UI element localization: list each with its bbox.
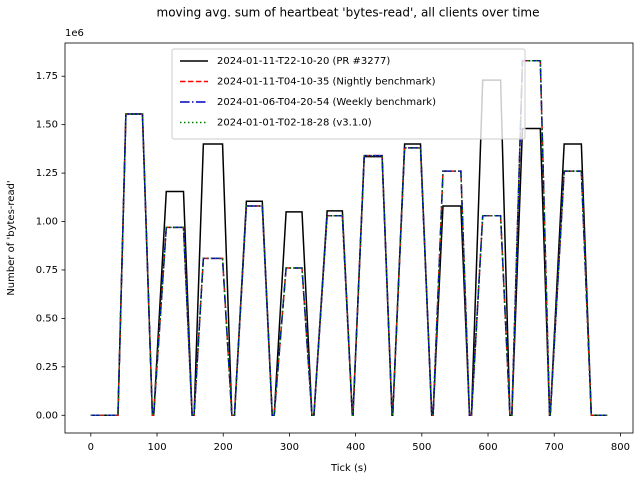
x-tick-label: 100 bbox=[147, 442, 166, 453]
legend-label: 2024-01-11-T04-10-35 (Nightly benchmark) bbox=[217, 77, 436, 88]
series-line bbox=[90, 59, 608, 417]
axes-frame bbox=[64, 42, 634, 434]
y-tick-label: 1.75 bbox=[36, 71, 58, 82]
y-offset-label: 1e6 bbox=[65, 28, 84, 39]
y-tick-label: 0.50 bbox=[36, 313, 58, 324]
x-tick-label: 500 bbox=[412, 442, 431, 453]
x-axis-label: Tick (s) bbox=[330, 463, 367, 474]
y-tick-label: 1.25 bbox=[36, 168, 58, 179]
legend-label: 2024-01-06-T04-20-54 (Weekly benchmark) bbox=[217, 97, 436, 108]
x-tick-label: 300 bbox=[280, 442, 299, 453]
x-tick-label: 700 bbox=[545, 442, 564, 453]
x-tick-label: 800 bbox=[611, 442, 630, 453]
y-tick-label: 0.75 bbox=[36, 265, 58, 276]
x-tick-label: 200 bbox=[214, 442, 233, 453]
y-tick-label: 0.25 bbox=[36, 362, 58, 373]
x-tick-label: 400 bbox=[346, 442, 365, 453]
legend-box bbox=[171, 48, 526, 140]
x-tick-label: 600 bbox=[478, 442, 497, 453]
y-tick-label: 1.00 bbox=[36, 217, 58, 228]
y-axis-label: Number of 'bytes-read' bbox=[6, 180, 17, 295]
y-tick-label: 0.00 bbox=[36, 410, 58, 421]
legend-label: 2024-01-01-T02-18-28 (v3.1.0) bbox=[217, 118, 372, 129]
y-tick-label: 1.50 bbox=[36, 120, 58, 131]
x-tick-label: 0 bbox=[88, 442, 94, 453]
chart-title: moving avg. sum of heartbeat 'bytes-read… bbox=[157, 6, 540, 20]
legend-label: 2024-01-11-T22-10-20 (PR #3277) bbox=[217, 56, 390, 67]
